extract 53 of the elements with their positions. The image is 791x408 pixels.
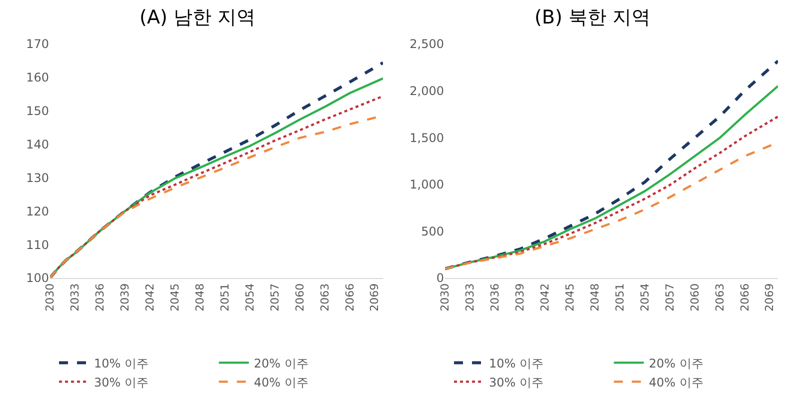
y-tick-label: 1,500 <box>410 130 444 145</box>
y-tick-label: 150 <box>26 104 49 118</box>
y-tick-label: 500 <box>421 224 444 238</box>
y-tick-label: 2,000 <box>410 84 444 98</box>
x-tick-label: 2060 <box>688 283 702 312</box>
y-tick-label: 130 <box>26 170 49 185</box>
x-tick-label: 2048 <box>193 283 206 312</box>
line-series <box>445 115 778 270</box>
x-tick-label: 2030 <box>438 283 452 312</box>
y-tick-label: 120 <box>26 204 49 218</box>
x-tick-label: 2060 <box>293 283 306 312</box>
x-tick-label: 2051 <box>613 283 626 312</box>
x-tick-label: 2066 <box>343 283 356 312</box>
legend-label: 40% 이주 <box>648 375 704 390</box>
x-tick-label: 2066 <box>738 283 752 312</box>
x-tick-label: 2030 <box>44 283 57 312</box>
x-tick-label: 2048 <box>588 283 602 312</box>
legend-label: 30% 이주 <box>94 375 148 390</box>
y-tick-label: 170 <box>26 37 49 52</box>
x-tick-label: 2054 <box>638 283 652 312</box>
x-tick-label: 2063 <box>318 283 332 312</box>
y-tick-label: 100 <box>26 271 49 286</box>
legend-label: 20% 이주 <box>254 356 308 370</box>
x-tick-label: 2045 <box>168 283 182 312</box>
legend-label: 40% 이주 <box>254 375 308 390</box>
x-tick-label: 2036 <box>488 283 502 312</box>
x-tick-label: 2057 <box>663 283 676 312</box>
x-tick-label: 2033 <box>464 283 477 312</box>
x-tick-label: 2036 <box>94 283 107 312</box>
y-tick-label: 1,000 <box>410 178 444 192</box>
y-tick-label: 160 <box>26 70 49 85</box>
x-tick-label: 2039 <box>513 283 526 312</box>
legend-label: 10% 이주 <box>94 356 148 370</box>
legend-label: 10% 이주 <box>489 356 544 370</box>
x-tick-label: 2063 <box>713 283 726 312</box>
x-tick-label: 2069 <box>763 283 776 312</box>
y-tick-label: 2,500 <box>410 37 444 52</box>
x-tick-label: 2039 <box>118 283 132 312</box>
chart-title: (A) 남한 지역 <box>140 6 256 28</box>
y-tick-label: 140 <box>26 137 49 152</box>
y-tick-label: 110 <box>26 238 49 252</box>
x-tick-label: 2051 <box>218 283 232 312</box>
x-tick-label: 2042 <box>538 283 552 312</box>
legend-label: 20% 이주 <box>648 356 704 370</box>
x-tick-label: 2045 <box>563 283 576 312</box>
x-tick-label: 2057 <box>268 283 282 312</box>
chart-title: (B) 북한 지역 <box>534 6 650 28</box>
x-tick-label: 2069 <box>368 283 382 312</box>
x-tick-label: 2042 <box>143 283 156 312</box>
x-tick-label: 2054 <box>243 283 256 312</box>
y-tick-label: 0 <box>436 271 444 286</box>
x-tick-label: 2033 <box>68 283 82 312</box>
legend-label: 30% 이주 <box>489 375 544 390</box>
